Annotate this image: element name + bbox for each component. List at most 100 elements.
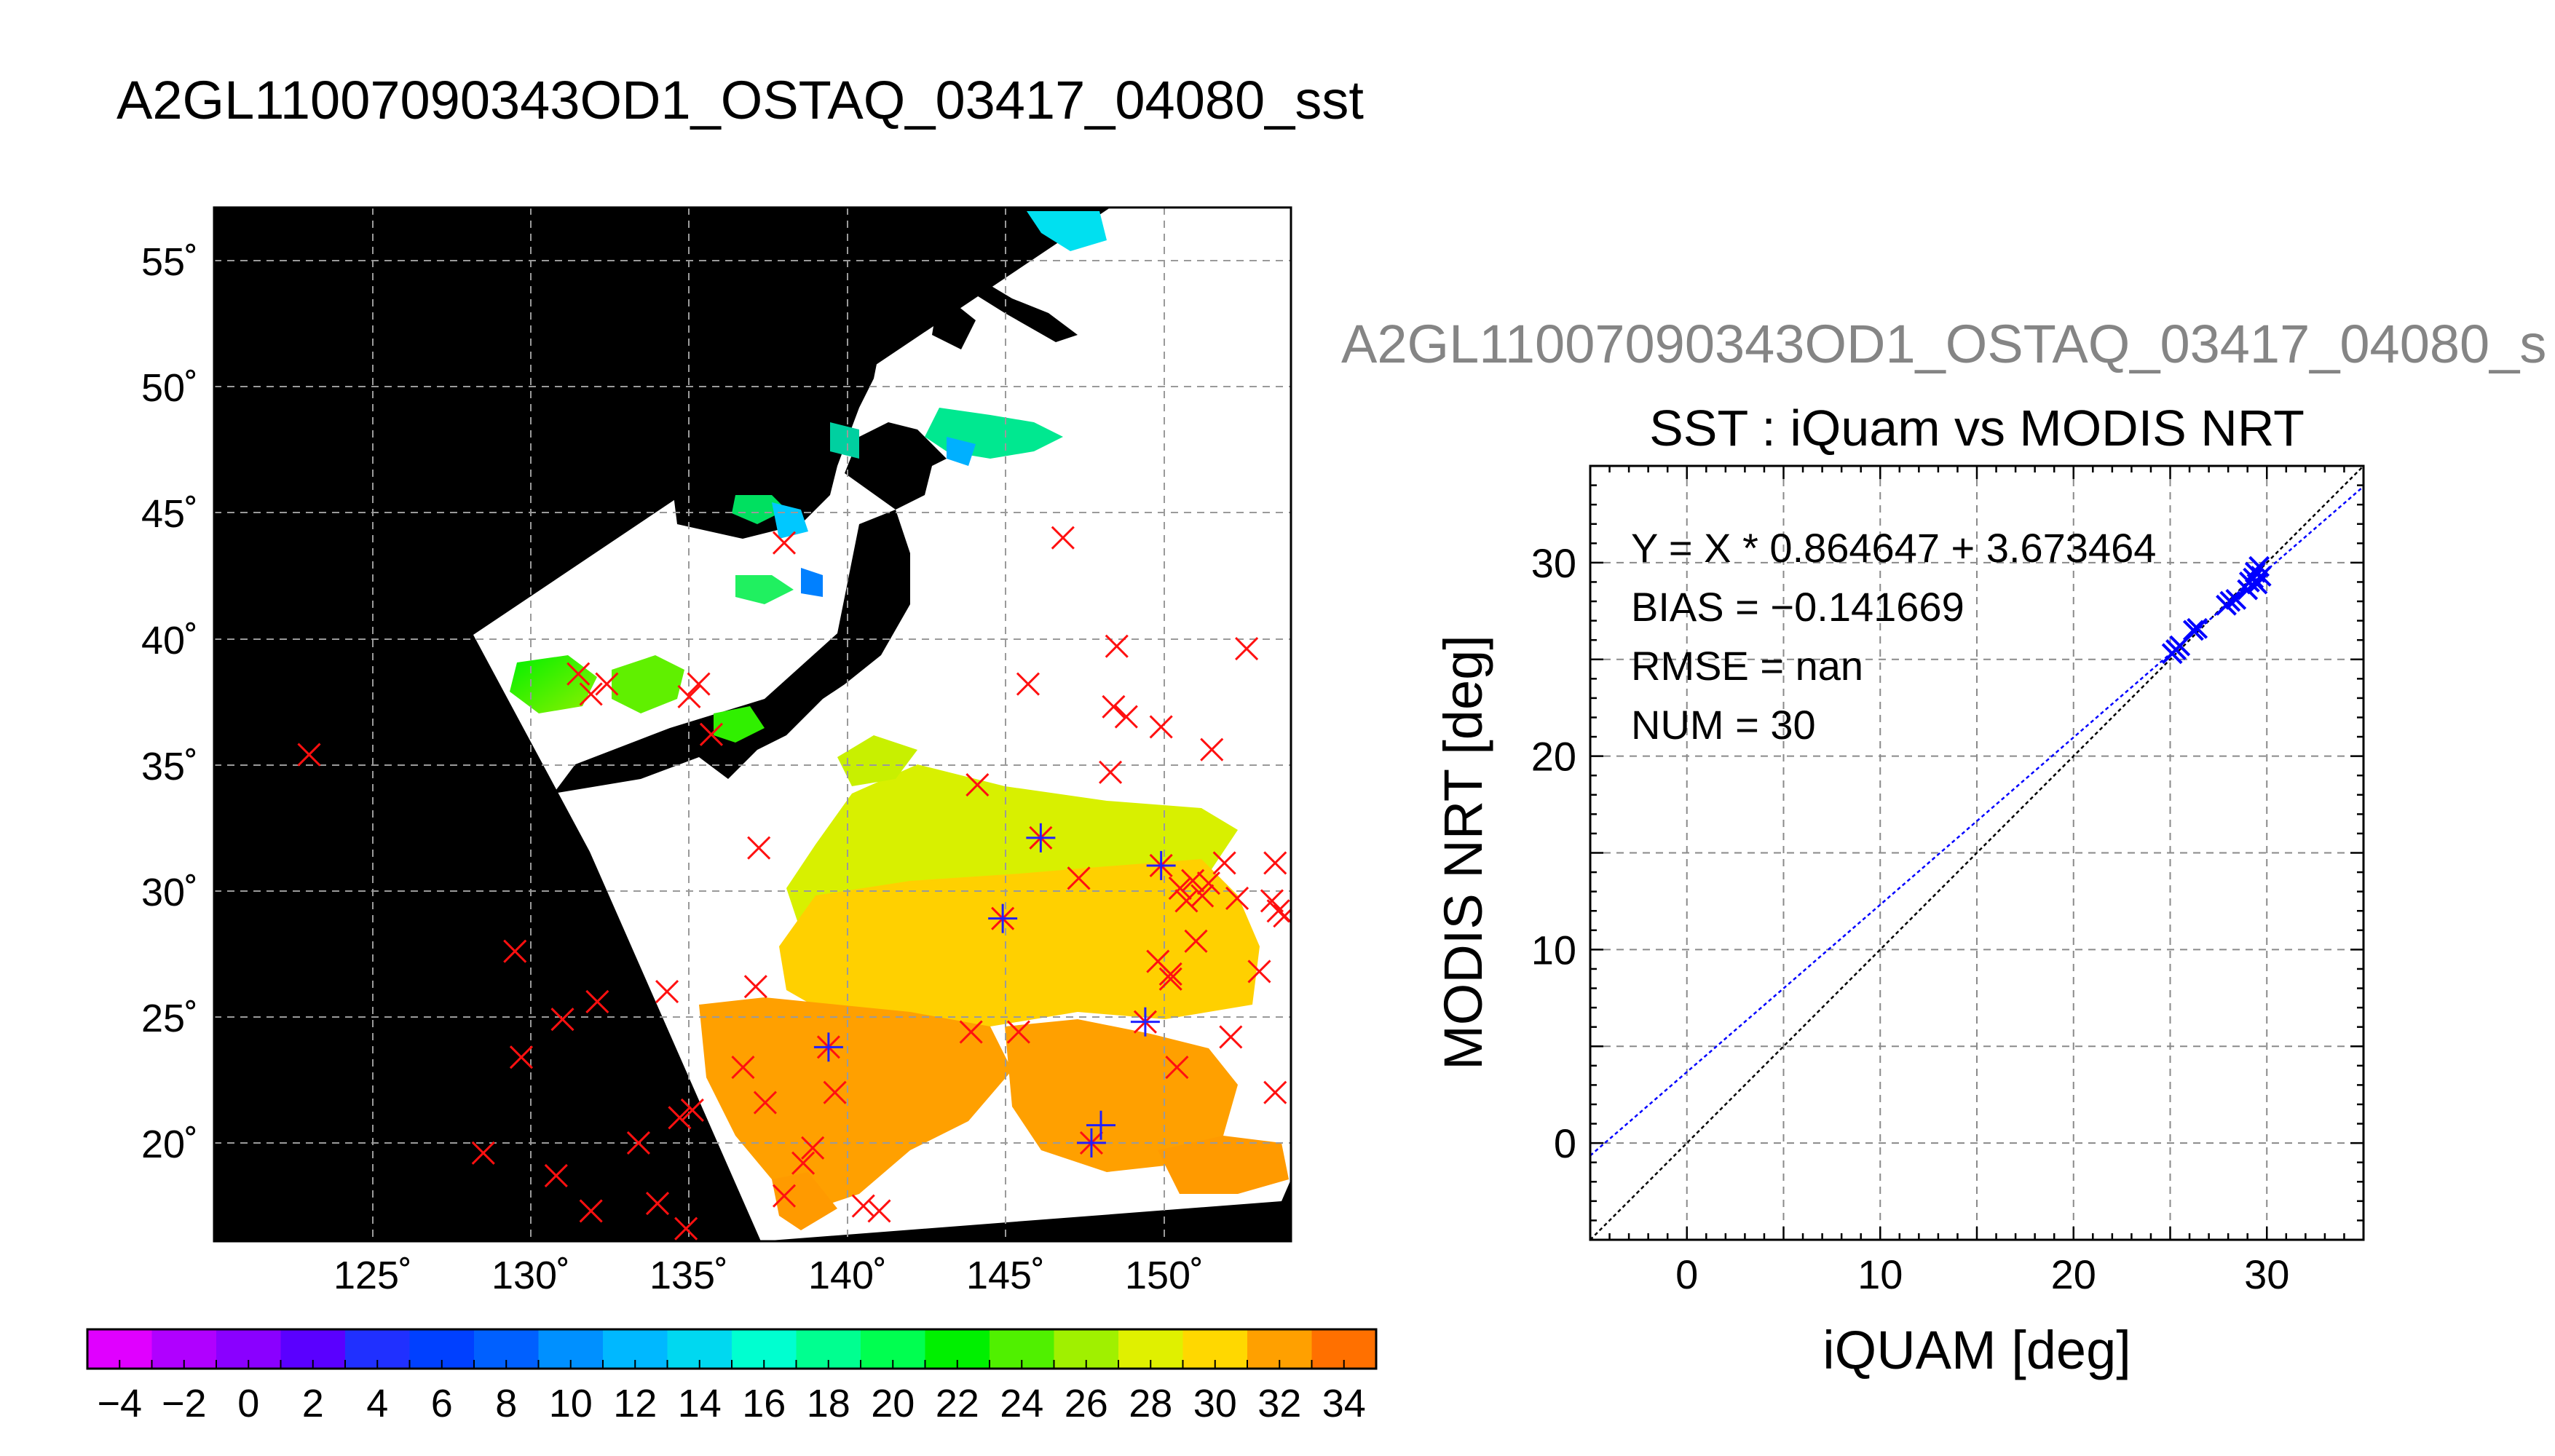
map-y-tick: 40˚ xyxy=(141,619,198,662)
map-marker-red xyxy=(731,1055,755,1080)
map-marker-red xyxy=(566,662,591,686)
colorbar-tick-label: 28 xyxy=(1129,1382,1172,1425)
colorbar xyxy=(86,1328,1378,1370)
land-mask xyxy=(553,211,1078,794)
map-marker-red xyxy=(1158,967,1182,991)
map-marker-blue xyxy=(813,1032,843,1062)
map-marker-red xyxy=(1260,889,1284,913)
map-marker-blue xyxy=(1146,850,1176,880)
map-marker-red xyxy=(1098,760,1123,784)
map-frame xyxy=(213,206,1292,1243)
map-marker-red xyxy=(1263,851,1287,875)
map-marker-red xyxy=(1105,634,1129,658)
map-marker-red xyxy=(1200,737,1224,761)
rmse-stat: RMSE = nan xyxy=(1631,643,1863,689)
map-marker-red xyxy=(1102,695,1126,719)
map-x-tick: 145˚ xyxy=(966,1254,1045,1297)
map-marker-red xyxy=(772,531,797,555)
map-y-tick-labels: 55˚ 50˚ 45˚ 40˚ 35˚ 30˚ 25˚ 20˚ xyxy=(141,240,198,1166)
map-y-tick: 30˚ xyxy=(141,871,198,914)
colorbar-tick-label: 12 xyxy=(613,1382,657,1425)
scatter-x-tick-label: 30 xyxy=(2244,1251,2289,1297)
map-marker-red xyxy=(1067,866,1091,890)
scatter-y-tick-labels: 0 10 20 30 xyxy=(1531,540,1576,1166)
colorbar-tick-label: 32 xyxy=(1257,1382,1301,1425)
colorbar-tick-label: 30 xyxy=(1193,1382,1237,1425)
map-marker-blue xyxy=(1026,823,1056,852)
map-y-tick: 45˚ xyxy=(141,492,198,536)
colorbar-tick-label: −2 xyxy=(162,1382,207,1425)
map-marker-red xyxy=(823,1080,847,1104)
scatter-y-tick-label: 10 xyxy=(1531,927,1576,973)
map-marker-red xyxy=(1219,1025,1243,1049)
map-marker-red xyxy=(585,989,609,1014)
map-marker-red xyxy=(867,1199,891,1223)
map-x-tick: 140˚ xyxy=(808,1254,887,1297)
map-marker-red xyxy=(687,672,711,696)
map-marker-red xyxy=(1006,1020,1030,1044)
colorbar-tick-label: 2 xyxy=(302,1382,324,1425)
bias-stat: BIAS = −0.141669 xyxy=(1631,584,1964,630)
map-y-tick: 20˚ xyxy=(141,1123,198,1166)
scatter-x-axis-label: iQUAM [deg] xyxy=(1823,1320,2131,1380)
colorbar-tick-label: 22 xyxy=(936,1382,979,1425)
map-marker-blue xyxy=(1076,1128,1106,1158)
map-x-tick: 150˚ xyxy=(1125,1254,1204,1297)
colorbar-tick-label: 16 xyxy=(742,1382,786,1425)
scatter-point xyxy=(2250,566,2272,587)
map-marker-red xyxy=(801,1136,825,1160)
scatter-title: SST : iQuam vs MODIS NRT xyxy=(1649,400,2305,456)
scatter-point xyxy=(2219,590,2241,612)
map-marker-red xyxy=(1196,871,1220,895)
colorbar-tick-label: 0 xyxy=(237,1382,259,1425)
scatter-y-tick-label: 30 xyxy=(1531,540,1576,586)
scatter-frame xyxy=(1589,464,2365,1241)
map-marker-red xyxy=(471,1141,495,1165)
map-marker-red xyxy=(595,672,619,696)
map-marker-red xyxy=(645,1191,670,1216)
map-marker-red xyxy=(965,773,990,797)
map-x-tick: 125˚ xyxy=(333,1254,412,1297)
map-marker-red xyxy=(674,1216,698,1241)
colorbar-tick-label: −4 xyxy=(97,1382,142,1425)
map-marker-red xyxy=(851,1194,875,1218)
scatter-y-tick-label: 0 xyxy=(1554,1120,1576,1166)
map-marker-blue xyxy=(1130,1007,1160,1037)
colorbar-tick-label: 10 xyxy=(549,1382,593,1425)
map-marker-blue xyxy=(1086,1110,1115,1140)
map-y-tick: 25˚ xyxy=(141,997,198,1040)
map-marker-red xyxy=(677,684,701,708)
map-marker-red xyxy=(1190,884,1215,908)
map-marker-red xyxy=(297,743,321,767)
num-stat: NUM = 30 xyxy=(1631,702,1816,748)
map-marker-red xyxy=(1149,715,1173,739)
map-marker-red xyxy=(544,1163,568,1188)
map-marker-red xyxy=(959,1020,983,1044)
map-marker-red xyxy=(668,1106,692,1130)
map-marker-red xyxy=(1212,851,1236,875)
scatter-points xyxy=(2161,555,2272,665)
colorbar-tick-label: 14 xyxy=(678,1382,722,1425)
map-marker-red xyxy=(680,1098,704,1122)
map-x-tick: 135˚ xyxy=(649,1254,728,1297)
fit-equation: Y = X * 0.864647 + 3.673464 xyxy=(1631,525,2156,571)
map-grid xyxy=(214,207,1291,1241)
map-marker-red xyxy=(743,975,767,999)
scatter-plot: Y = X * 0.864647 + 3.673464 BIAS = −0.14… xyxy=(1589,464,2365,1241)
map-marker-red xyxy=(655,980,679,1004)
scatter-y-tick-label: 20 xyxy=(1531,734,1576,780)
sst-field xyxy=(510,211,1289,1230)
map-marker-red xyxy=(1225,886,1249,911)
map-marker-red xyxy=(579,682,603,706)
colorbar-tick-label: 34 xyxy=(1322,1382,1366,1425)
scatter-x-tick-labels: 0 10 20 30 xyxy=(1675,1251,2289,1297)
sst-map xyxy=(214,207,1291,1241)
map-marker-red xyxy=(1016,672,1040,696)
scatter-x-tick-label: 10 xyxy=(1857,1251,1903,1297)
map-marker-red xyxy=(550,1008,574,1032)
map-y-tick: 35˚ xyxy=(141,745,198,788)
map-marker-red xyxy=(1165,1055,1189,1080)
scatter-x-tick-label: 0 xyxy=(1675,1251,1698,1297)
scatter-x-tick-label: 20 xyxy=(2051,1251,2096,1297)
